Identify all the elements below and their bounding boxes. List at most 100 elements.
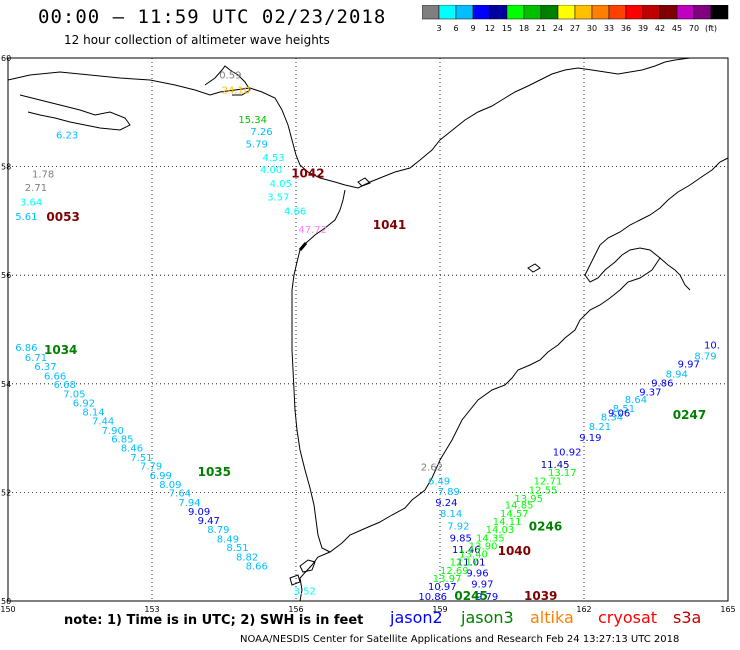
x-tick-label: 150: [0, 605, 15, 614]
wave-height-value: 13.40: [459, 550, 488, 561]
wave-height-value: 2.71: [25, 183, 47, 194]
y-tick-label: 60: [1, 54, 11, 63]
colorbar-label: 70: [689, 24, 699, 33]
wave-height-value: 13.90: [469, 541, 498, 552]
wave-height-value: 9.97: [471, 579, 493, 590]
colorbar-label: 6: [453, 24, 458, 33]
pass-time-label: 1034: [44, 343, 77, 357]
wave-height-value: 3.64: [20, 198, 42, 209]
coast-highlight: [298, 242, 308, 251]
small-lake: [357, 177, 371, 187]
wave-height-value: 12.17: [450, 558, 479, 569]
coastline: [7, 57, 729, 602]
wave-height-value: 11.45: [541, 460, 570, 471]
wave-height-value: 4.53: [262, 153, 284, 164]
colorbar-swatch: [659, 5, 678, 20]
commander-island: [527, 263, 541, 273]
wave-height-value: 8.66: [246, 562, 268, 573]
y-tick-label: 50: [1, 597, 11, 606]
wave-height-value: 15.34: [238, 115, 267, 126]
wave-height-value: 10.: [704, 341, 720, 352]
wave-height-value: 7.79: [140, 462, 162, 473]
wave-height-value: 7.94: [178, 498, 200, 509]
wave-height-value: 13.97: [433, 574, 462, 585]
colorbar-label: 18: [519, 24, 529, 33]
colorbar-label: 9: [470, 24, 475, 33]
east-coast-range: [659, 257, 691, 291]
colorbar-label: 15: [502, 24, 512, 33]
wave-height-value: 8.94: [666, 369, 688, 380]
wave-height-value: 8.14: [440, 509, 462, 520]
grid-lines: [8, 58, 728, 601]
legend-altika: altika: [530, 608, 574, 627]
colorbar-label: (ft): [705, 24, 717, 33]
legend-s3a: s3a: [673, 608, 702, 627]
wave-height-value: 6.85: [111, 434, 133, 445]
wave-height-value: 6.23: [56, 130, 78, 141]
wave-height-value: 8.79: [694, 351, 716, 362]
legend-cryosat: cryosat: [598, 608, 658, 627]
wave-height-value: 0.59: [219, 71, 241, 82]
colorbar-swatch: [710, 5, 729, 20]
wave-height-value: 12.55: [529, 485, 558, 496]
wave-height-value: 14.03: [486, 525, 515, 536]
colorbar-label: 36: [621, 24, 631, 33]
taui-bay-coastline: [19, 94, 131, 131]
wave-height-value: 8.79: [207, 525, 229, 536]
kuril-island-2: [289, 574, 301, 586]
colorbar-label: 45: [672, 24, 682, 33]
wave-height-value: 9.79: [476, 592, 498, 603]
kamchatka-coastline: [299, 157, 729, 602]
y-tick-label: 54: [1, 380, 11, 389]
wave-height-value: 9.24: [435, 498, 457, 509]
pass-time-label: 0246: [529, 519, 562, 533]
okhotsk-north-coastline: [7, 57, 700, 189]
colorbar-labels: 3 6 9 12 15 18 21 24 27 30 33 36 39 42 45 70 (ft): [436, 24, 717, 33]
wave-height-value: 6.68: [54, 380, 76, 391]
wave-height-value: 4.66: [284, 206, 306, 217]
wave-height-value: 9.09: [188, 507, 210, 518]
wave-height-value: 47.72: [298, 225, 327, 236]
wave-height-value: 13.95: [514, 494, 543, 505]
wave-height-value: 8.09: [159, 480, 181, 491]
wave-height-value: 24.10: [222, 85, 251, 96]
colorbar-swatch: [438, 5, 457, 20]
wave-height-value: 6.37: [34, 362, 56, 373]
wave-height-value: 9.85: [450, 533, 472, 544]
wave-height-value: 6.49: [428, 476, 450, 487]
wave-height-value: 8.51: [226, 543, 248, 554]
y-tick-label: 56: [1, 271, 11, 280]
colorbar-swatch: [523, 5, 542, 20]
x-tick-label: 156: [288, 605, 303, 614]
colorbar-swatch: [506, 5, 525, 20]
wave-height-value: 8.14: [82, 407, 104, 418]
wave-height-value: 6.71: [25, 353, 47, 364]
colorbar-swatch: [676, 5, 695, 20]
pass-time-label: 1041: [373, 218, 406, 232]
colorbar-label: 30: [587, 24, 597, 33]
wave-height-value: 7.51: [130, 453, 152, 464]
magadan-coastline: [204, 65, 251, 96]
wave-height-value: 2.62: [421, 463, 443, 474]
map-subtitle: 12 hour collection of altimeter wave hei…: [64, 33, 330, 47]
colorbar-legend: 3 6 9 12 15 18 21 24 27 30 33 36 39 42 45 70 (ft): [422, 5, 729, 33]
wave-height-value: 11.46: [452, 545, 481, 556]
wave-height-value: 3.52: [294, 586, 316, 597]
wave-height-value: 14.85: [505, 501, 534, 512]
x-tick-label: 159: [432, 605, 447, 614]
wave-height-value: 3.57: [267, 192, 289, 203]
wave-height-value: 8.82: [236, 552, 258, 563]
pass-time-label: 1040: [498, 544, 531, 558]
pass-time-label: 0053: [46, 210, 79, 224]
wave-height-value: 6.92: [73, 399, 95, 410]
wave-height-value: 7.44: [92, 417, 114, 428]
wave-height-value: 8.51: [613, 404, 635, 415]
y-tick-label: 52: [1, 488, 11, 497]
wave-height-value: 13.17: [548, 468, 577, 479]
wave-height-value: 7.92: [447, 521, 469, 532]
colorbar-label: 21: [536, 24, 546, 33]
colorbar-swatch: [574, 5, 593, 20]
wave-height-value: 7.64: [169, 489, 191, 500]
wave-height-value: 8.21: [589, 422, 611, 433]
